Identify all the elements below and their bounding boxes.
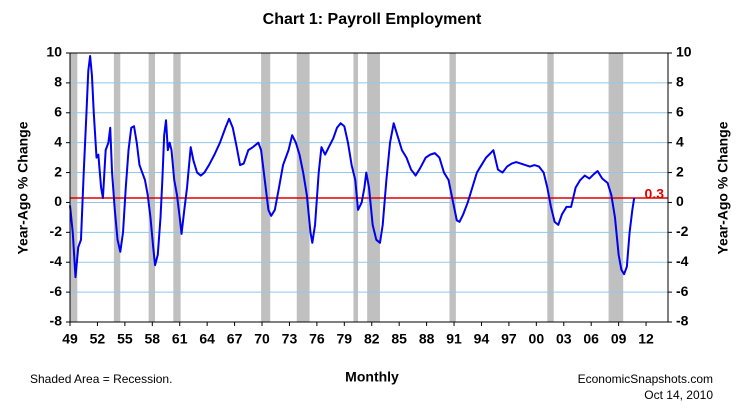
recession-shade: [608, 53, 624, 322]
x-tick-label: 09: [611, 331, 627, 347]
x-tick-label: 82: [364, 331, 380, 347]
y2-tick-label: 10: [676, 44, 692, 60]
y-tick-label: -8: [50, 313, 63, 329]
chart-title: Chart 1: Payroll Employment: [263, 11, 482, 28]
recession-shade: [296, 53, 310, 322]
x-tick-label: 85: [391, 331, 407, 347]
x-tick-label: 52: [90, 331, 106, 347]
x-tick-label: 67: [227, 331, 243, 347]
y-tick-label: 2: [54, 163, 62, 179]
x-tick-label: 61: [172, 331, 188, 347]
x-tick-label: 88: [419, 331, 435, 347]
date: Oct 14, 2010: [644, 388, 713, 402]
x-tick-label: 73: [282, 331, 298, 347]
x-axis-title: Monthly: [345, 369, 399, 385]
y2-tick-label: -4: [676, 253, 689, 269]
source: EconomicSnapshots.com: [578, 372, 713, 386]
plot-frame: [69, 52, 669, 323]
recession-shade: [113, 53, 121, 322]
x-tick-label: 94: [474, 331, 490, 347]
x-tick-label: 06: [583, 331, 599, 347]
footnote: Shaded Area = Recession.: [30, 372, 172, 386]
reference-label: 0.3: [645, 186, 665, 202]
recession-shade: [449, 53, 456, 322]
y-tick-label: 8: [54, 74, 62, 90]
y-tick-label: 0: [54, 193, 62, 209]
recession-shade: [70, 53, 78, 322]
y2-axis-title: Year-Ago % Change: [715, 121, 731, 254]
x-tick-label: 49: [62, 331, 78, 347]
y-tick-label: -4: [50, 253, 63, 269]
x-tick-label: 64: [199, 331, 215, 347]
x-tick-label: 03: [556, 331, 572, 347]
y-tick-label: 10: [46, 44, 62, 60]
x-tick-label: 58: [145, 331, 161, 347]
y2-tick-label: 4: [676, 133, 684, 149]
y-tick-label: -2: [50, 223, 63, 239]
y-tick-label: -6: [50, 283, 63, 299]
x-tick-label: 12: [638, 331, 654, 347]
x-tick-label: 79: [337, 331, 353, 347]
y2-tick-label: -6: [676, 283, 689, 299]
y2-tick-label: -2: [676, 223, 689, 239]
x-tick-label: 00: [529, 331, 545, 347]
y-tick-label: 6: [54, 103, 62, 119]
recession-shade: [148, 53, 156, 322]
y2-tick-label: 0: [676, 193, 684, 209]
y2-tick-label: 8: [676, 74, 684, 90]
data-line: [69, 54, 636, 279]
x-tick-label: 70: [254, 331, 270, 347]
y2-tick-label: -8: [676, 313, 689, 329]
x-tick-label: 97: [501, 331, 517, 347]
recession-shade: [547, 53, 554, 322]
x-tick-label: 91: [446, 331, 462, 347]
y-tick-label: 4: [54, 133, 62, 149]
recession-shade: [173, 53, 181, 322]
x-tick-label: 55: [117, 331, 133, 347]
y2-tick-label: 2: [676, 163, 684, 179]
x-tick-label: 76: [309, 331, 325, 347]
y-axis-title: Year-Ago % Change: [15, 121, 31, 254]
recession-shade: [367, 53, 380, 322]
y2-tick-label: 6: [676, 103, 684, 119]
